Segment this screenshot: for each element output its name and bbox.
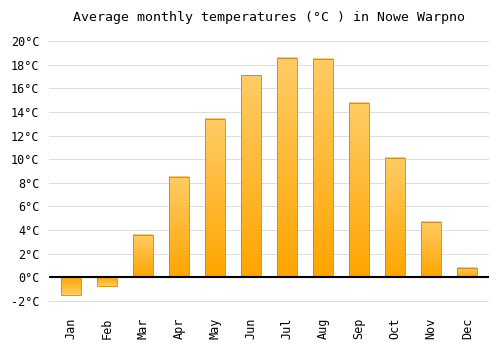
Bar <box>458 268 477 277</box>
Bar <box>350 103 369 277</box>
Bar <box>386 158 405 277</box>
Bar <box>61 277 81 295</box>
Bar <box>133 235 153 277</box>
Bar <box>422 222 441 277</box>
Bar <box>313 59 333 277</box>
Bar <box>169 177 189 277</box>
Bar <box>205 119 225 277</box>
Bar <box>277 58 297 277</box>
Title: Average monthly temperatures (°C ) in Nowe Warpno: Average monthly temperatures (°C ) in No… <box>73 11 465 24</box>
Bar <box>241 76 261 277</box>
Bar <box>97 277 117 286</box>
